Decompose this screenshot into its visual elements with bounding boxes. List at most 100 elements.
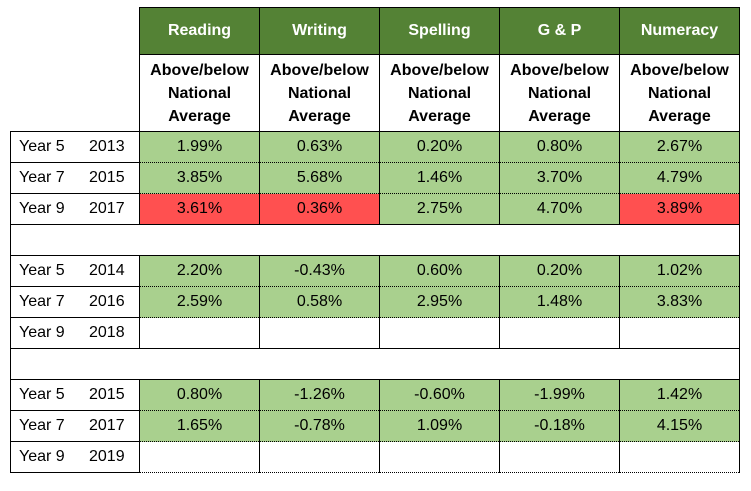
spacer-row: [10, 224, 740, 256]
col-header-spelling: Spelling: [379, 7, 500, 55]
test-year: 2019: [89, 448, 125, 465]
subheader-line: Above/below: [630, 61, 729, 79]
value-cell: -0.18%: [499, 410, 620, 442]
value-cell: 3.89%: [619, 193, 740, 225]
subheader-line: Average: [288, 107, 351, 125]
test-year: 2016: [89, 293, 125, 310]
year-level: Year 5: [19, 386, 65, 403]
subheader-line: Average: [528, 107, 591, 125]
value-cell: 2.59%: [139, 286, 260, 318]
value-cell: 1.46%: [379, 162, 500, 194]
row-label: Year 9 2017: [10, 193, 140, 225]
value-cell: 2.20%: [139, 255, 260, 287]
value-cell: 2.75%: [379, 193, 500, 225]
value-cell: 0.80%: [139, 379, 260, 411]
year-level: Year 9: [19, 324, 65, 341]
subheader-line: Above/below: [270, 61, 369, 79]
subheader-cell: Above/below National Average: [619, 54, 740, 132]
row-label: Year 5 2015: [10, 379, 140, 411]
subheader-line: Average: [408, 107, 471, 125]
value-cell: 0.60%: [379, 255, 500, 287]
col-header-gp: G & P: [499, 7, 620, 55]
subheader-line: National: [527, 84, 592, 102]
subheader-line: National: [647, 84, 712, 102]
header-row: Reading Writing Spelling G & P Numeracy: [11, 7, 740, 55]
row-label: Year 7 2016: [10, 286, 140, 318]
spacer-cell: [10, 348, 740, 380]
subheader-line: Above/below: [510, 61, 609, 79]
subheader-cell: Above/below National Average: [259, 54, 380, 132]
value-cell: -1.99%: [499, 379, 620, 411]
value-cell: 3.61%: [139, 193, 260, 225]
year-level: Year 9: [19, 200, 65, 217]
subheader-row: Above/below National Average Above/below Nat…: [11, 54, 740, 132]
value-cell: [379, 317, 500, 349]
row-label: Year 9 2018: [10, 317, 140, 349]
row-label: Year 7 2017: [10, 410, 140, 442]
table-row: Year 9 2017 3.61% 0.36% 2.75% 4.70% 3.89%: [10, 193, 740, 225]
value-cell: 4.15%: [619, 410, 740, 442]
subheader-line: Average: [168, 107, 231, 125]
table-row: Year 7 2016 2.59% 0.58% 2.95% 1.48% 3.83%: [10, 286, 740, 318]
test-year: 2018: [89, 324, 125, 341]
value-cell: 4.70%: [499, 193, 620, 225]
value-cell: 2.95%: [379, 286, 500, 318]
value-cell: 1.42%: [619, 379, 740, 411]
value-cell: [619, 441, 740, 473]
test-year: 2015: [89, 386, 125, 403]
value-cell: 0.58%: [259, 286, 380, 318]
value-cell: 3.85%: [139, 162, 260, 194]
year-level: Year 9: [19, 448, 65, 465]
value-cell: 1.48%: [499, 286, 620, 318]
value-cell: [379, 441, 500, 473]
col-header-writing: Writing: [259, 7, 380, 55]
table-row: Year 5 2015 0.80% -1.26% -0.60% -1.99% 1.42%: [10, 379, 740, 411]
value-cell: 5.68%: [259, 162, 380, 194]
subheader-line: Average: [648, 107, 711, 125]
value-cell: [139, 441, 260, 473]
table-row: Year 9 2018: [10, 317, 740, 349]
col-header-reading: Reading: [139, 7, 260, 55]
table-row: Year 7 2015 3.85% 5.68% 1.46% 3.70% 4.79%: [10, 162, 740, 194]
row-label: Year 9 2019: [10, 441, 140, 473]
year-level: Year 5: [19, 262, 65, 279]
value-cell: -0.43%: [259, 255, 380, 287]
subheader-cell: Above/below National Average: [499, 54, 620, 132]
value-cell: -1.26%: [259, 379, 380, 411]
table-row: Year 9 2019: [10, 441, 740, 473]
value-cell: [499, 317, 620, 349]
year-level: Year 7: [19, 293, 65, 310]
spacer-row: [10, 348, 740, 380]
results-table: Reading Writing Spelling G & P Numeracy …: [10, 7, 740, 473]
spacer-cell: [10, 224, 740, 256]
subheader-line: National: [167, 84, 232, 102]
value-cell: -0.60%: [379, 379, 500, 411]
value-cell: 4.79%: [619, 162, 740, 194]
corner-cell: [11, 8, 140, 55]
value-cell: 1.09%: [379, 410, 500, 442]
value-cell: 0.63%: [259, 131, 380, 163]
test-year: 2017: [89, 200, 125, 217]
subheader-cell: Above/below National Average: [139, 54, 260, 132]
value-cell: [619, 317, 740, 349]
test-year: 2013: [89, 138, 125, 155]
corner-cell-sub: [11, 55, 140, 132]
value-cell: 0.36%: [259, 193, 380, 225]
value-cell: 1.99%: [139, 131, 260, 163]
subheader-line: Above/below: [390, 61, 489, 79]
year-level: Year 7: [19, 169, 65, 186]
row-label: Year 7 2015: [10, 162, 140, 194]
subheader-line: Above/below: [150, 61, 249, 79]
col-header-numeracy: Numeracy: [619, 7, 740, 55]
test-year: 2014: [89, 262, 125, 279]
test-year: 2017: [89, 417, 125, 434]
value-cell: 1.02%: [619, 255, 740, 287]
subheader-line: National: [407, 84, 472, 102]
row-label: Year 5 2013: [10, 131, 140, 163]
value-cell: 0.20%: [499, 255, 620, 287]
year-level: Year 7: [19, 417, 65, 434]
table-row: Year 5 2014 2.20% -0.43% 0.60% 0.20% 1.02%: [10, 255, 740, 287]
value-cell: 3.70%: [499, 162, 620, 194]
table-row: Year 7 2017 1.65% -0.78% 1.09% -0.18% 4.15%: [10, 410, 740, 442]
